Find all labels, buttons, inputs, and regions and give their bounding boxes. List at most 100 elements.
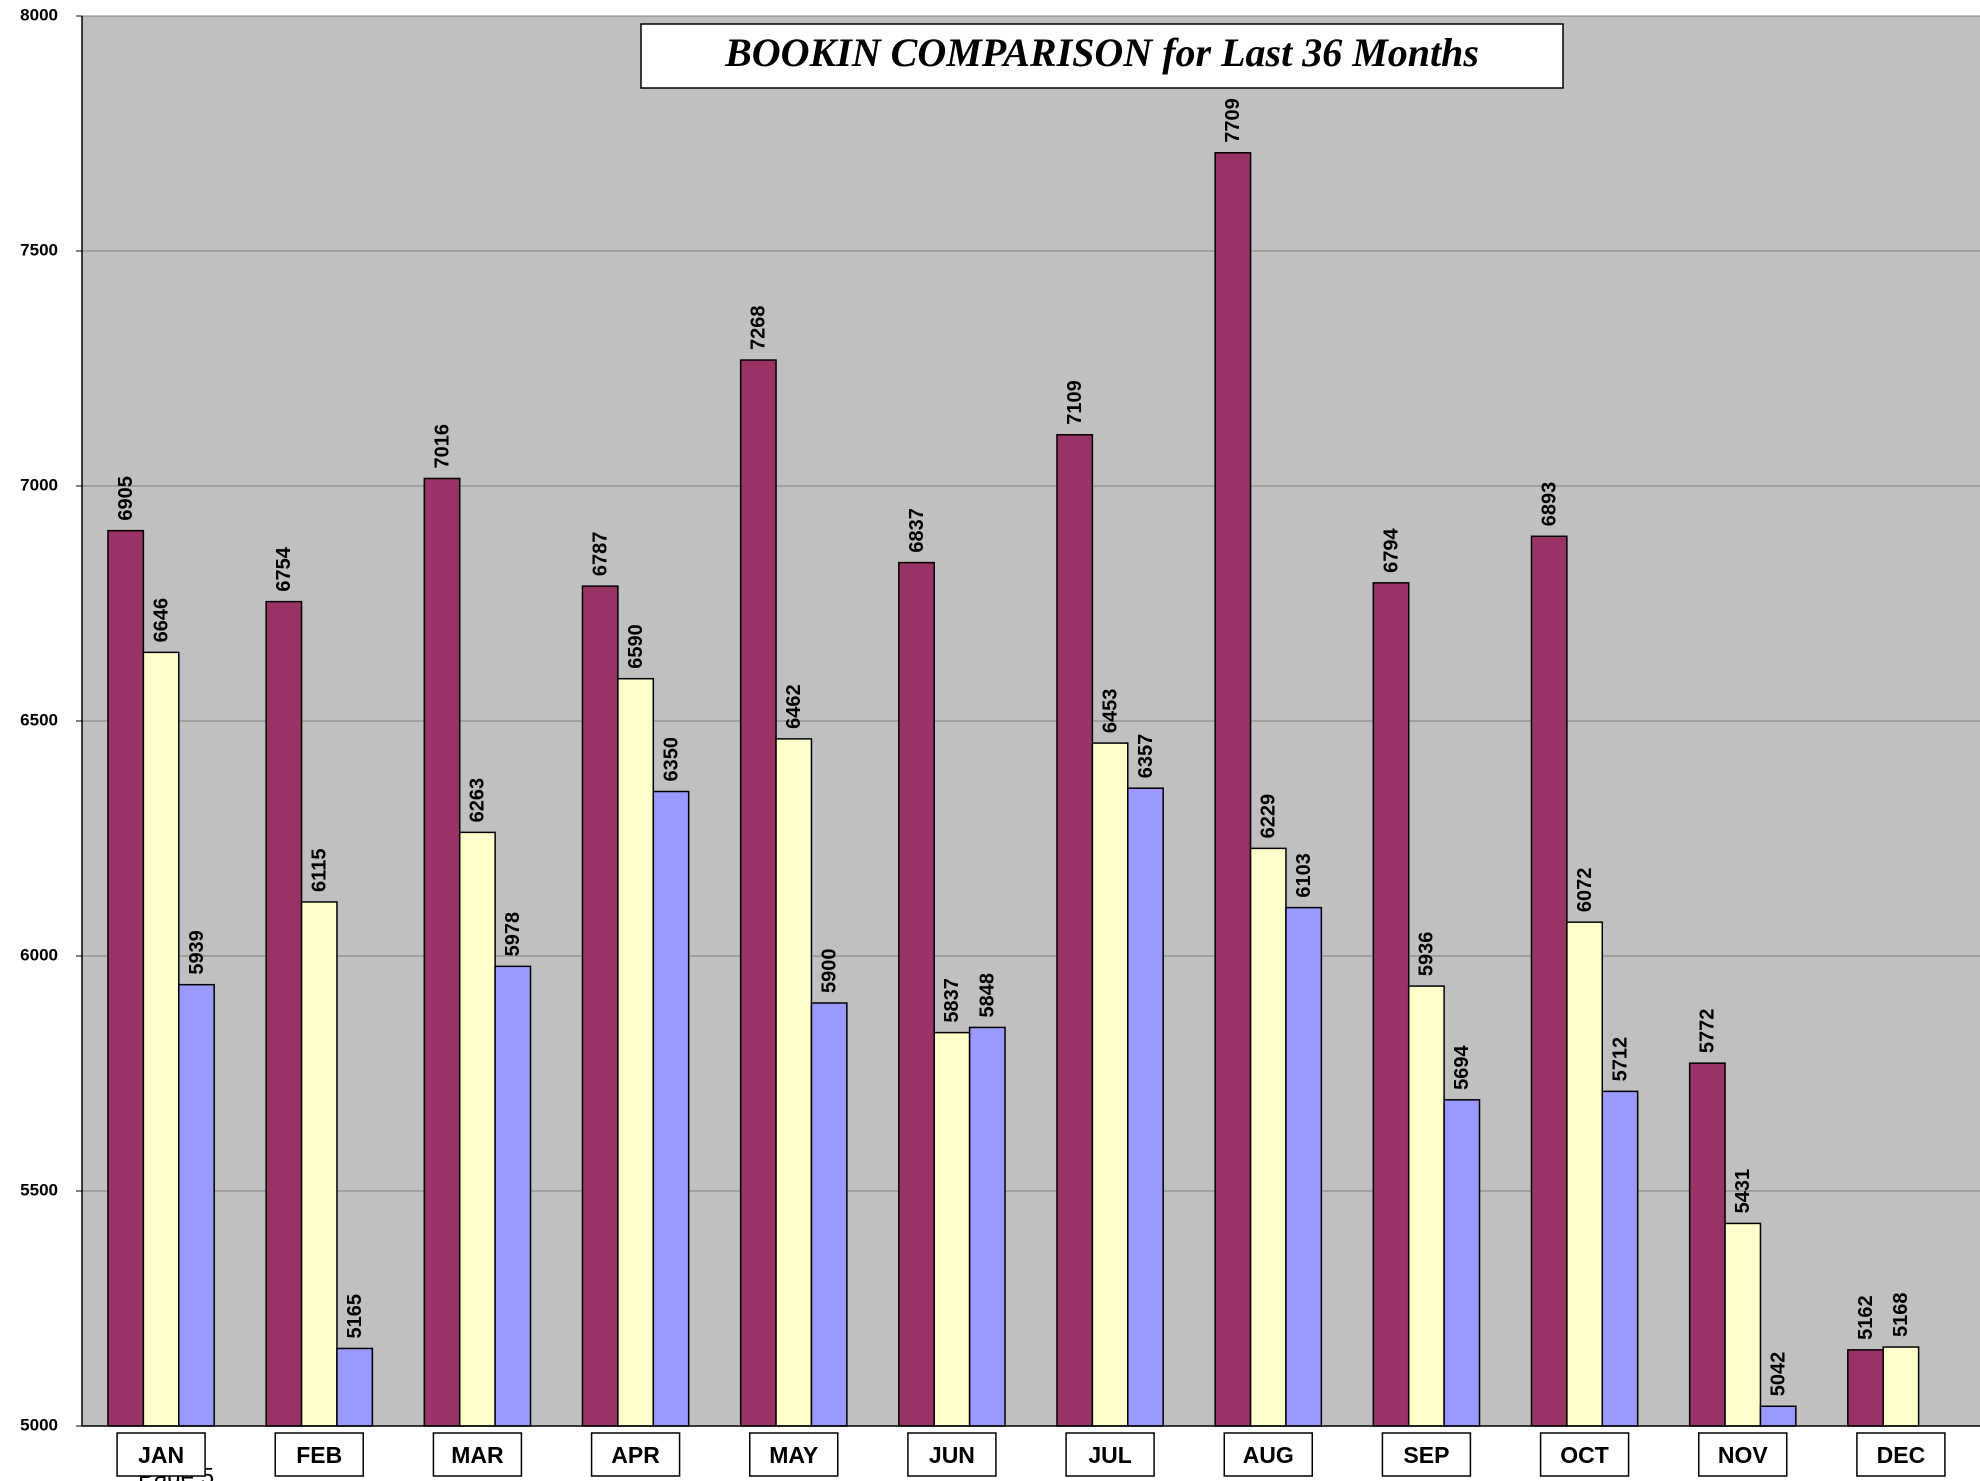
category-box bbox=[432, 1432, 523, 1477]
bar bbox=[968, 1026, 1006, 1427]
category-label: NOV bbox=[1698, 1432, 1788, 1477]
category-label: JUN bbox=[907, 1432, 997, 1477]
chart-title: BOOKIN COMPARISON for Last 36 Months bbox=[724, 30, 1479, 75]
bar bbox=[775, 738, 813, 1427]
category-box bbox=[749, 1432, 839, 1477]
bar bbox=[458, 831, 496, 1427]
x-tick-label: JAN bbox=[138, 1442, 184, 1468]
x-tick-label: NOV bbox=[1718, 1442, 1769, 1468]
y-tick-label: 7500 bbox=[20, 240, 58, 259]
value-label: 6787 bbox=[589, 532, 611, 577]
value-label: 5162 bbox=[1855, 1295, 1877, 1340]
value-label: 5939 bbox=[186, 930, 208, 975]
y-tick-label: 5000 bbox=[20, 1415, 58, 1434]
category-label: MAY bbox=[749, 1432, 839, 1477]
bar bbox=[1847, 1349, 1884, 1427]
bar bbox=[494, 965, 532, 1427]
category-box bbox=[1065, 1432, 1155, 1477]
value-label: 7109 bbox=[1064, 380, 1086, 425]
value-label: 5978 bbox=[502, 912, 524, 957]
bar bbox=[265, 600, 303, 1427]
bar bbox=[739, 359, 777, 1427]
category-box bbox=[1856, 1432, 1946, 1477]
bar bbox=[1214, 152, 1252, 1427]
category-box bbox=[1223, 1432, 1313, 1477]
value-label: 7709 bbox=[1222, 98, 1244, 143]
value-label: 5431 bbox=[1732, 1169, 1754, 1214]
bar bbox=[1724, 1222, 1762, 1427]
category-box bbox=[274, 1432, 364, 1477]
category-box bbox=[116, 1432, 206, 1477]
value-label: 6115 bbox=[309, 849, 331, 892]
bar bbox=[1882, 1346, 1920, 1427]
bar bbox=[1759, 1405, 1797, 1427]
x-tick-label: JUN bbox=[929, 1442, 975, 1468]
category-label: APR bbox=[590, 1432, 681, 1477]
value-label: 5042 bbox=[1767, 1352, 1789, 1397]
value-label: 6229 bbox=[1258, 794, 1280, 839]
y-tick-label: 6500 bbox=[20, 710, 58, 729]
value-label: 5848 bbox=[977, 973, 999, 1018]
x-tick-label: APR bbox=[611, 1442, 660, 1468]
bar bbox=[1407, 985, 1445, 1427]
bar bbox=[1091, 742, 1129, 1427]
value-label: 5168 bbox=[1890, 1293, 1912, 1338]
x-tick-label: MAR bbox=[451, 1442, 504, 1468]
value-label: 5694 bbox=[1451, 1044, 1473, 1089]
value-label: 6072 bbox=[1574, 868, 1596, 913]
category-box bbox=[1381, 1432, 1472, 1477]
bar bbox=[178, 983, 215, 1427]
value-label: 6350 bbox=[660, 737, 682, 782]
title-box bbox=[640, 23, 1564, 89]
category-label: JAN bbox=[116, 1432, 206, 1477]
bar bbox=[1688, 1062, 1726, 1427]
value-label: 6794 bbox=[1380, 527, 1402, 572]
value-label: 5900 bbox=[818, 949, 840, 994]
category-label: JUL bbox=[1065, 1432, 1155, 1477]
value-label: 6646 bbox=[150, 598, 172, 643]
value-label: 6357 bbox=[1135, 734, 1157, 779]
x-tick-label: MAY bbox=[769, 1442, 818, 1468]
y-tick-label: 7000 bbox=[20, 475, 58, 494]
y-tick-label: 8000 bbox=[20, 5, 58, 24]
bar bbox=[933, 1031, 971, 1427]
y-tick-label: 5500 bbox=[20, 1180, 58, 1199]
value-label: 5712 bbox=[1609, 1037, 1631, 1082]
bar bbox=[898, 561, 935, 1427]
value-label: 6754 bbox=[273, 546, 295, 591]
value-label: 7016 bbox=[431, 424, 453, 469]
bar bbox=[581, 585, 619, 1427]
bar bbox=[107, 529, 145, 1427]
value-label: 5837 bbox=[941, 978, 963, 1023]
x-tick-label: AUG bbox=[1243, 1442, 1294, 1468]
category-box bbox=[1539, 1432, 1630, 1477]
category-box bbox=[590, 1432, 681, 1477]
x-tick-label: FEB bbox=[296, 1442, 342, 1468]
bar bbox=[423, 477, 461, 1427]
x-tick-label: DEC bbox=[1877, 1442, 1926, 1468]
value-label: 6462 bbox=[783, 684, 805, 729]
category-label: OCT bbox=[1539, 1432, 1630, 1477]
category-label: SEP bbox=[1381, 1432, 1472, 1477]
bar bbox=[1566, 921, 1604, 1427]
x-tick-label: JUL bbox=[1088, 1442, 1131, 1468]
category-label: AUG bbox=[1223, 1432, 1313, 1477]
value-label: 6837 bbox=[906, 508, 928, 553]
bar bbox=[1127, 787, 1164, 1427]
value-label: 6103 bbox=[1293, 853, 1315, 898]
bar bbox=[1601, 1090, 1639, 1427]
category-label: MAR bbox=[432, 1432, 523, 1477]
value-label: 7268 bbox=[748, 306, 770, 351]
bar bbox=[1530, 535, 1568, 1427]
category-box bbox=[907, 1432, 997, 1477]
bar bbox=[652, 790, 690, 1427]
y-tick-label: 6000 bbox=[20, 945, 58, 964]
value-label: 6453 bbox=[1099, 689, 1121, 734]
bar bbox=[617, 677, 655, 1427]
category-label: DEC bbox=[1856, 1432, 1946, 1477]
bar bbox=[810, 1002, 848, 1427]
bar bbox=[300, 901, 338, 1427]
x-tick-label: OCT bbox=[1560, 1442, 1609, 1468]
value-label: 5165 bbox=[344, 1294, 366, 1339]
